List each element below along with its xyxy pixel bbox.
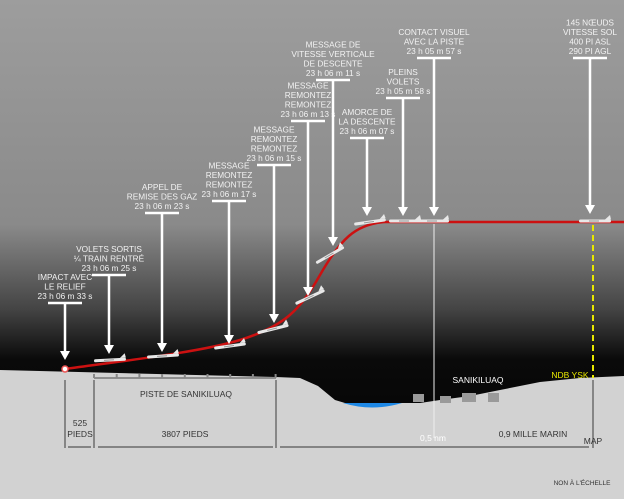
runway-light	[115, 374, 118, 378]
distance-3807: 3807 PIEDS	[162, 429, 209, 439]
callout-text: 23 h 06 m 23 s	[135, 201, 190, 211]
arrow-down-icon	[157, 343, 167, 352]
callout-text: LA DESCENTE	[338, 117, 396, 127]
callout-text: 23 h 06 m 17 s	[202, 189, 257, 199]
callout-text: PLEINS	[388, 67, 418, 77]
arrow-down-icon	[224, 335, 234, 344]
arrow-down-icon	[585, 205, 595, 214]
aircraft-icon	[315, 242, 345, 264]
callout-text: 23 h 05 m 57 s	[407, 46, 462, 56]
callout-text: ¼ TRAIN RENTRÉ	[74, 254, 145, 264]
arrow-down-icon	[362, 207, 372, 216]
aircraft-icon	[389, 215, 421, 223]
arrow-down-icon	[303, 287, 313, 296]
aircraft-icon	[417, 215, 449, 223]
distance-525-unit: PIEDS	[67, 429, 93, 439]
callout-text: CONTACT VISUEL	[398, 27, 470, 37]
terrain	[0, 370, 624, 499]
callout-text: REMONTEZ	[285, 100, 332, 110]
buildings	[413, 393, 499, 403]
callout-text: LE RELIEF	[44, 282, 86, 292]
arrow-down-icon	[328, 237, 338, 246]
callout-text: 290 PI AGL	[569, 46, 612, 56]
callout-text: MESSAGE DE	[306, 40, 361, 50]
callout-text: MESSAGE	[253, 125, 295, 135]
runway-light	[93, 374, 95, 378]
runway-light	[206, 374, 209, 378]
lake	[343, 403, 402, 408]
callout-text: MESSAGE	[208, 161, 250, 171]
runway-lights	[93, 374, 277, 378]
arrow-down-icon	[398, 207, 408, 216]
distance-0-9-nm: 0,9 MILLE MARIN	[499, 429, 568, 439]
ndb-label: NDB YSK	[551, 370, 588, 380]
callout-text: APPEL DE	[142, 182, 183, 192]
impact-point	[61, 365, 69, 373]
runway-light	[229, 374, 232, 378]
distance-525: 525	[73, 418, 87, 428]
runway-light	[183, 374, 186, 378]
aircraft-icon	[147, 348, 179, 359]
aircraft-icon	[257, 319, 289, 335]
callout-text: 23 h 06 m 13 s	[281, 109, 336, 119]
callout-text: 23 h 06 m 11 s	[306, 68, 360, 78]
dimension-lines	[64, 380, 594, 448]
callout-text: REMONTEZ	[251, 144, 298, 154]
callout-text: REMISE DES GAZ	[127, 192, 198, 202]
not-to-scale-note: NON À L'ÉCHELLE	[554, 478, 612, 487]
arrow-down-icon	[429, 207, 439, 216]
callout-text: REMONTEZ	[285, 90, 332, 100]
aircraft-icon	[354, 213, 386, 226]
callout-text: MESSAGE	[287, 81, 329, 91]
runway-label: PISTE DE SANIKILUAQ	[140, 389, 232, 399]
callout-text: DE DESCENTE	[303, 59, 362, 69]
map-label: MAP	[584, 436, 603, 446]
callout-text: VITESSE VERTICALE	[291, 49, 375, 59]
arrow-down-icon	[60, 351, 70, 360]
arrow-down-icon	[104, 345, 114, 354]
aircraft-icon	[94, 353, 126, 363]
callout-text: VOLETS SORTIS	[76, 244, 142, 254]
runway-light	[274, 374, 277, 378]
callout-text: 23 h 06 m 15 s	[247, 153, 302, 163]
callout-text: AVEC LA PISTE	[404, 37, 465, 47]
callout-text: AMORCE DE	[342, 107, 393, 117]
runway-light	[138, 374, 141, 378]
callout-text: 23 h 05 m 58 s	[376, 86, 431, 96]
callout-text: 23 h 06 m 07 s	[340, 126, 395, 136]
aircraft-silhouettes	[94, 213, 611, 363]
callout-text: 145 NŒUDS	[566, 18, 614, 28]
callout-text: VITESSE SOL	[563, 27, 617, 37]
half-nm-label: 0,5 nm	[420, 433, 446, 443]
aircraft-icon	[579, 215, 611, 223]
callout-text: 23 h 06 m 25 s	[82, 263, 137, 273]
callout-text: 23 h 06 m 33 s	[38, 291, 93, 301]
callout-text: IMPACT AVEC	[38, 272, 92, 282]
aircraft-icon	[214, 337, 246, 350]
callout-text: VOLETS	[387, 77, 420, 87]
arrow-down-icon	[269, 314, 279, 323]
callout-text: 400 PI ASL	[569, 37, 611, 47]
runway-light	[161, 374, 164, 378]
runway-light	[251, 374, 254, 378]
aircraft-icon	[295, 285, 325, 305]
town-label: SANIKILUAQ	[452, 375, 503, 385]
callout-text: REMONTEZ	[206, 180, 253, 190]
callout-text: REMONTEZ	[251, 134, 298, 144]
callout-text: REMONTEZ	[206, 170, 253, 180]
